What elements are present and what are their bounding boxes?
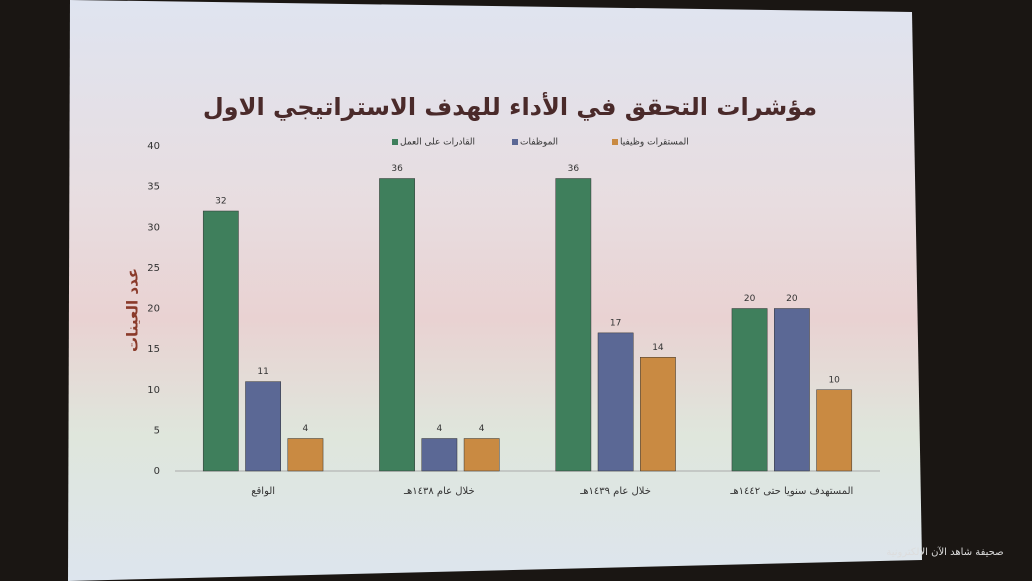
x-tick-label: خلال عام ١٤٣٩هـ — [579, 486, 651, 497]
data-label: 10 — [828, 375, 840, 385]
bar — [202, 210, 239, 472]
legend-swatch — [612, 139, 618, 145]
bar — [640, 357, 676, 472]
bar — [463, 438, 500, 472]
chart-title: مؤشرات التحقق في الأداء للهدف الاستراتيج… — [203, 92, 817, 121]
data-label: 36 — [568, 164, 580, 174]
bar — [597, 332, 634, 472]
x-tick-label: خلال عام ١٤٣٨هـ — [403, 486, 475, 497]
data-label: 4 — [479, 424, 485, 434]
legend-label: الموظفات — [520, 138, 558, 148]
data-label: 20 — [744, 294, 756, 304]
data-label: 36 — [391, 164, 403, 174]
bar — [774, 308, 810, 472]
y-tick-label: 20 — [147, 304, 160, 315]
bar — [555, 178, 592, 472]
bar — [379, 178, 415, 472]
x-tick-label: الواقع — [251, 486, 275, 497]
legend-swatch — [512, 139, 518, 145]
data-label: 4 — [437, 424, 443, 434]
bar — [731, 308, 768, 472]
data-label: 20 — [786, 294, 798, 304]
bar — [287, 438, 324, 472]
data-label: 17 — [610, 318, 621, 328]
data-label: 4 — [303, 424, 309, 434]
y-tick-label: 0 — [154, 466, 160, 477]
legend-swatch — [392, 139, 398, 145]
watermark: صحيفة شاهد الآن الالكترونية — [886, 546, 1003, 558]
data-label: 32 — [215, 197, 226, 207]
y-tick-label: 40 — [147, 141, 160, 152]
x-tick-label: المستهدف سنويا حتى ١٤٤٢هـ — [729, 486, 853, 497]
y-tick-label: 25 — [147, 263, 160, 274]
y-tick-label: 5 — [154, 425, 160, 436]
legend-label: القادرات على العمل — [400, 138, 475, 148]
y-axis-label: عدد العينات — [124, 268, 142, 352]
bar — [245, 381, 281, 472]
y-tick-label: 15 — [147, 344, 160, 355]
bar — [816, 389, 853, 472]
projection-screen — [68, 0, 922, 581]
y-tick-label: 30 — [147, 222, 160, 233]
y-tick-label: 10 — [147, 385, 160, 396]
data-label: 14 — [652, 343, 664, 353]
data-label: 11 — [257, 367, 268, 377]
legend-label: المستقرات وظيفيا — [620, 138, 689, 148]
bar — [421, 438, 458, 472]
y-tick-label: 35 — [147, 182, 160, 193]
